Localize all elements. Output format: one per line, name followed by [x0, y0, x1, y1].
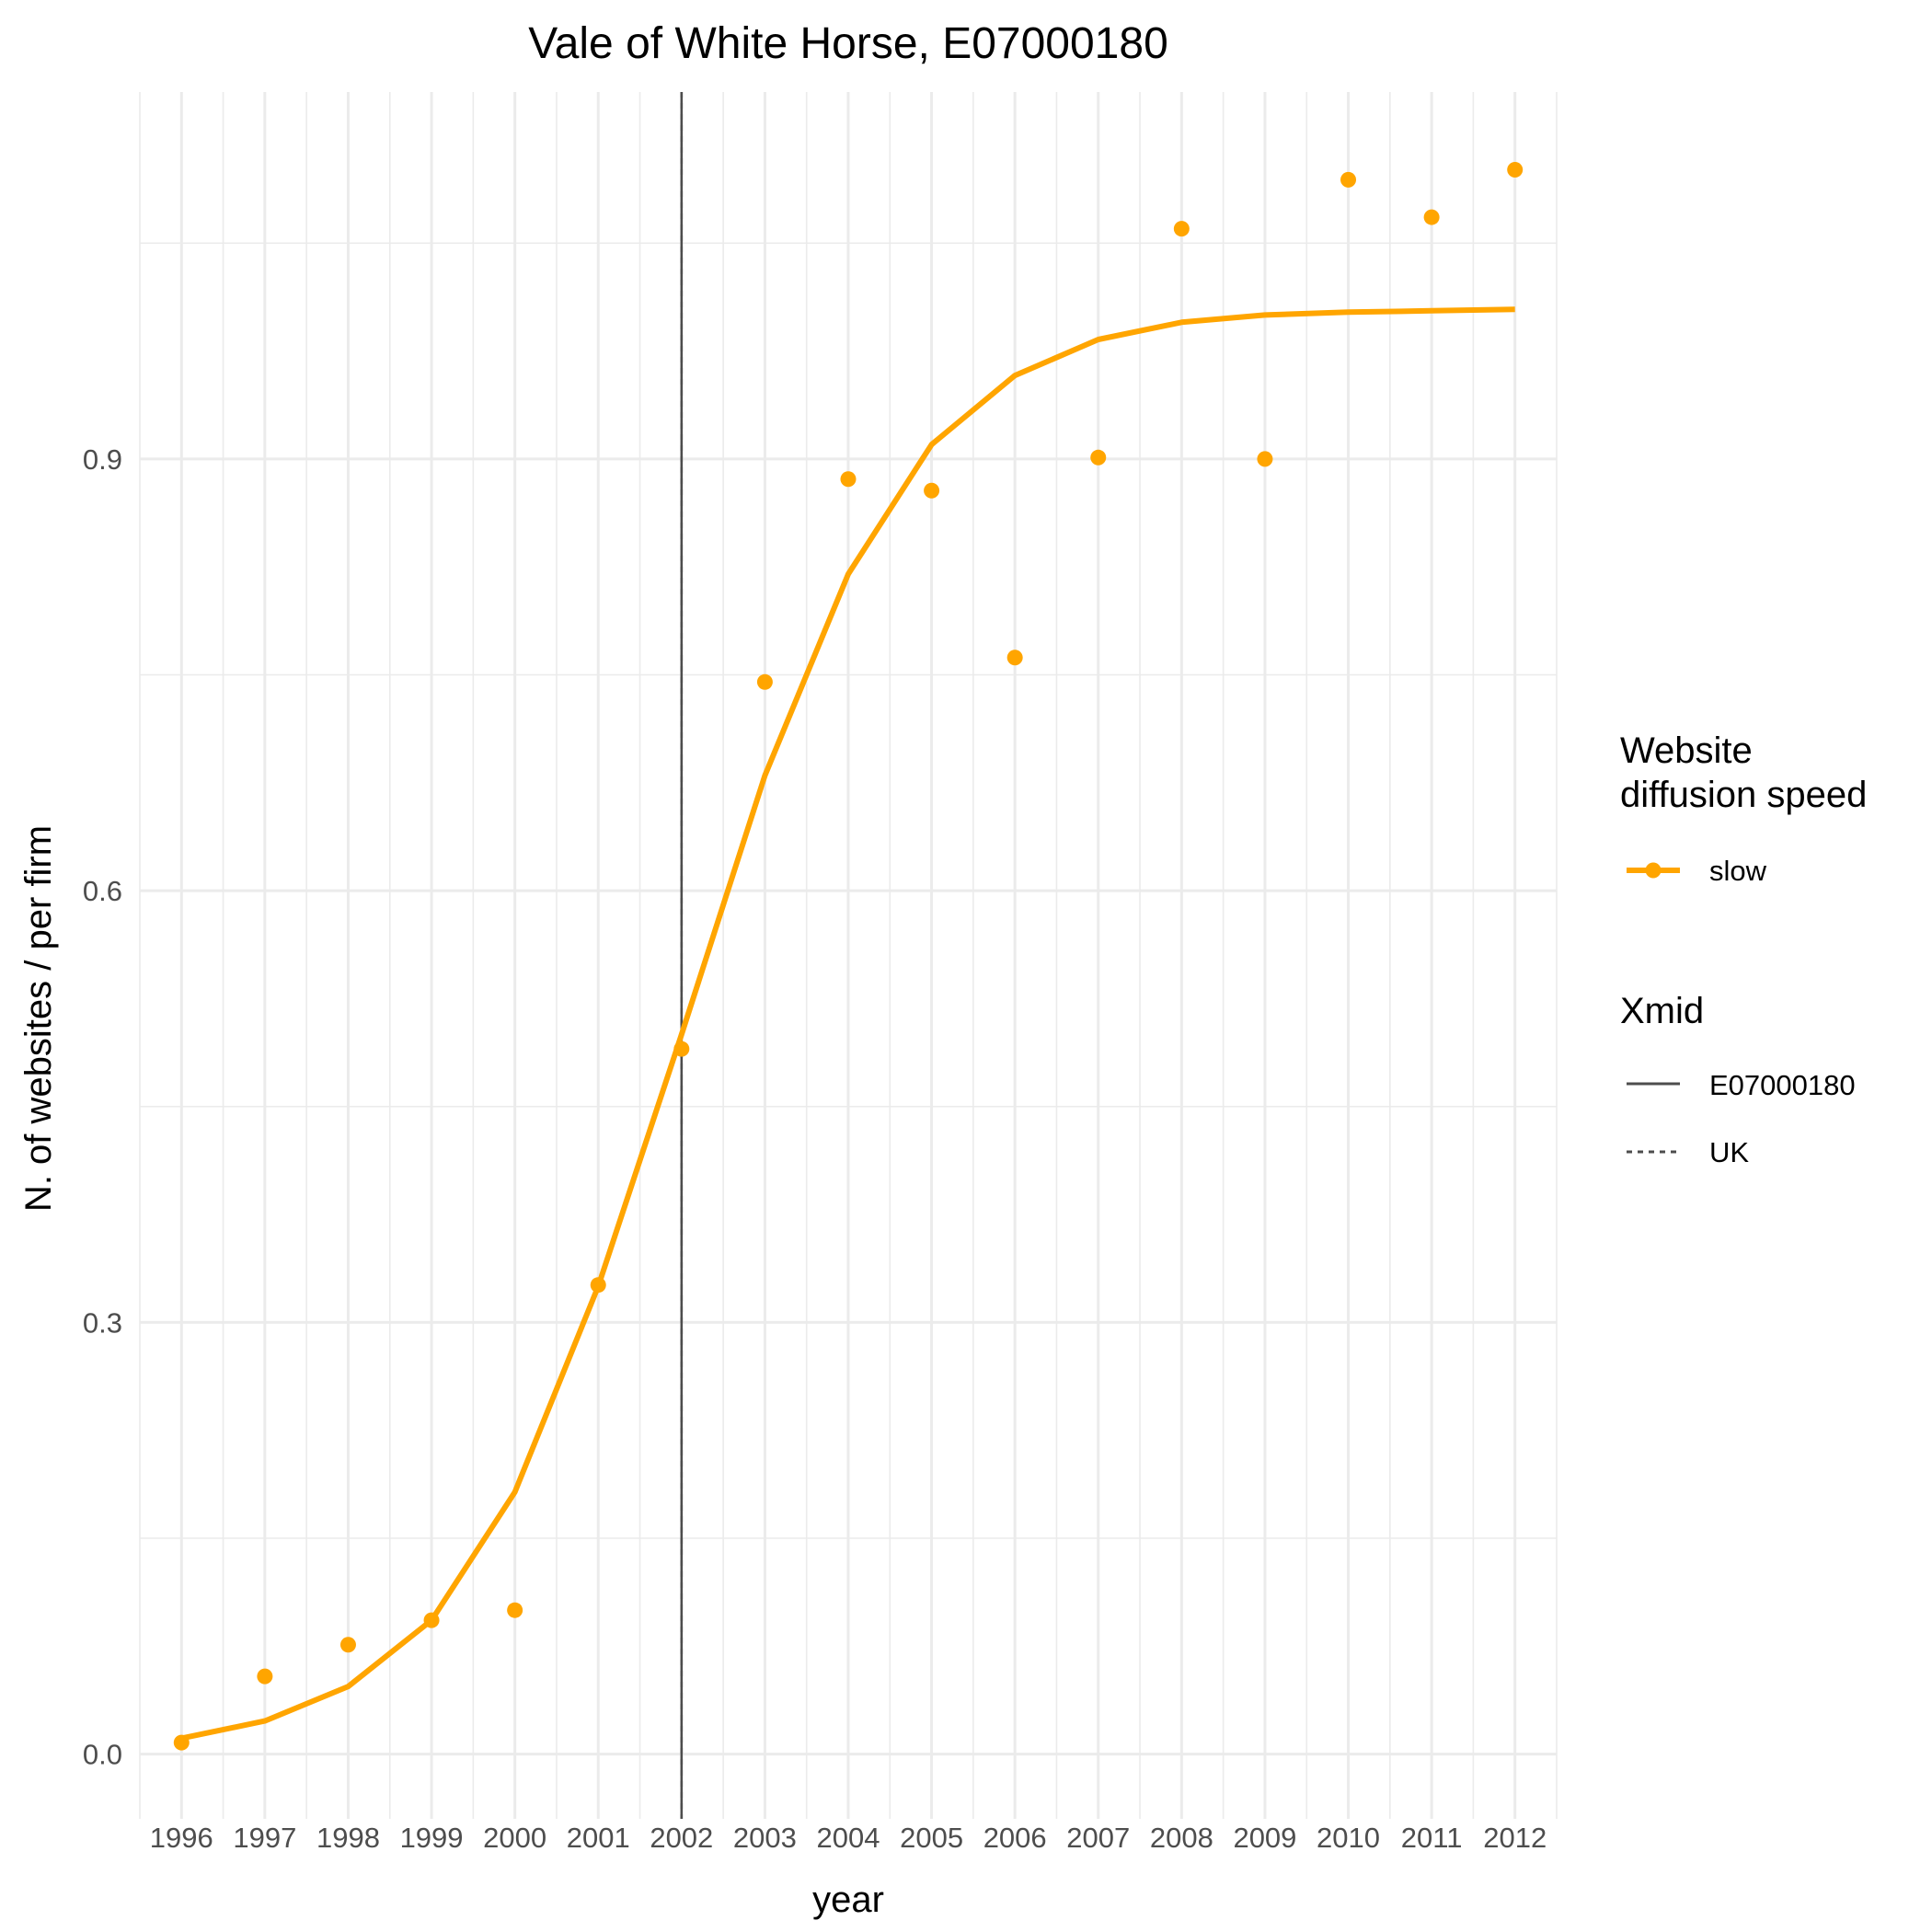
x-tick-label-1999: 1999 — [400, 1822, 464, 1854]
data-point-2012 — [1507, 161, 1524, 178]
x-tick-label-2008: 2008 — [1150, 1822, 1213, 1854]
x-tick-label-2010: 2010 — [1317, 1822, 1380, 1854]
x-tick-label-2004: 2004 — [817, 1822, 880, 1854]
x-tick-label-2007: 2007 — [1066, 1822, 1130, 1854]
legend-key-point-slow — [1645, 862, 1662, 879]
series-line-slow — [180, 306, 1515, 1742]
x-tick-label-2003: 2003 — [733, 1822, 797, 1854]
data-point-2004 — [840, 471, 857, 488]
x-tick-label-1996: 1996 — [150, 1822, 213, 1854]
x-tick-label-2002: 2002 — [650, 1822, 713, 1854]
x-tick-label-1997: 1997 — [233, 1822, 296, 1854]
data-point-2010 — [1340, 171, 1357, 188]
y-tick-label: 0.6 — [83, 875, 122, 907]
data-point-1999 — [423, 1612, 440, 1628]
legend-label-slow: slow — [1709, 855, 1767, 887]
y-tick-labels: 0.0 0.3 0.6 0.9 — [83, 443, 122, 1771]
x-tick-labels: 1996 1997 1998 1999 2000 2001 2002 2003 2004 2005… — [150, 1822, 1547, 1854]
legend-xmid: Xmid E07000180 UK — [1620, 991, 1856, 1168]
data-point-1998 — [339, 1637, 356, 1653]
x-tick-label-2011: 2011 — [1401, 1822, 1463, 1854]
data-point-2002 — [673, 1041, 690, 1057]
x-tick-label-2012: 2012 — [1483, 1822, 1547, 1854]
x-tick-label-2009: 2009 — [1233, 1822, 1296, 1854]
y-tick-label: 0.9 — [83, 443, 122, 476]
legend-title-xmid: Xmid — [1620, 991, 1704, 1031]
legend-key-slow — [1627, 862, 1680, 879]
data-point-2011 — [1423, 209, 1440, 225]
x-tick-label-2005: 2005 — [900, 1822, 963, 1854]
series — [173, 161, 1524, 1751]
legend-title-line-1: Website — [1620, 730, 1753, 771]
chart-title: Vale of White Horse, E07000180 — [528, 19, 1168, 68]
x-tick-label-1998: 1998 — [316, 1822, 380, 1854]
y-tick-label: 0.0 — [83, 1739, 122, 1771]
grid — [139, 92, 1558, 1819]
legend-label-uk: UK — [1709, 1136, 1749, 1168]
legend-label-e07000180: E07000180 — [1709, 1069, 1856, 1101]
data-point-2008 — [1173, 221, 1190, 237]
x-tick-label-2001: 2001 — [567, 1822, 630, 1854]
data-point-2003 — [756, 673, 773, 690]
data-point-2006 — [1006, 650, 1023, 666]
data-point-2001 — [590, 1277, 606, 1294]
x-axis-title: year — [812, 1880, 884, 1920]
data-point-2007 — [1090, 449, 1107, 466]
legend-title-line-2: diffusion speed — [1620, 775, 1867, 815]
data-point-2009 — [1257, 451, 1273, 467]
data-point-1996 — [173, 1734, 190, 1751]
y-tick-label: 0.3 — [83, 1306, 122, 1339]
data-point-2005 — [924, 482, 940, 499]
x-tick-label-2006: 2006 — [983, 1822, 1047, 1854]
y-axis-title: N. of websites / per firm — [18, 825, 59, 1212]
data-point-1997 — [257, 1668, 273, 1685]
x-tick-label-2000: 2000 — [483, 1822, 546, 1854]
legend-diffusion-speed: Website diffusion speed slow — [1620, 730, 1867, 887]
legend-keys-xmid — [1627, 1082, 1680, 1154]
data-point-2000 — [507, 1602, 523, 1618]
